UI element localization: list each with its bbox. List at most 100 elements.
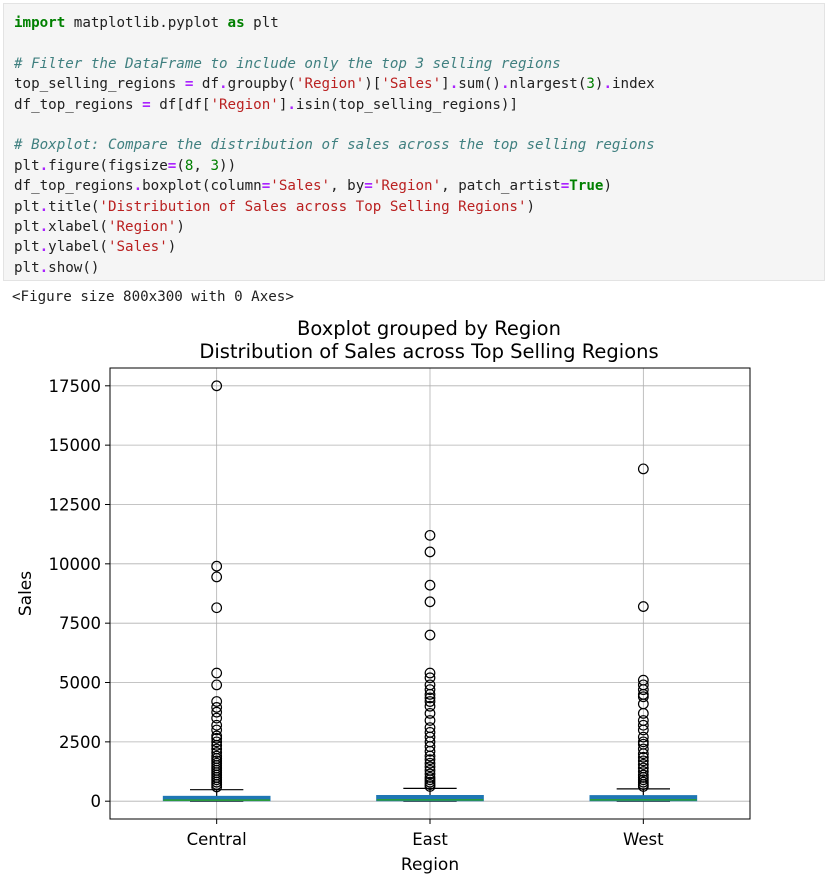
code-token: . <box>219 76 228 93</box>
code-line: df_top_regions.boxplot(column='Sales', b… <box>14 176 824 196</box>
outlier-point <box>211 696 223 707</box>
outlier-point <box>637 691 649 703</box>
code-token: ) <box>603 178 612 195</box>
code-token: . <box>287 96 296 113</box>
outlier-point <box>637 731 649 743</box>
code-line: plt.xlabel('Region') <box>14 217 824 237</box>
code-token: 3 <box>586 76 595 93</box>
outlier-point <box>424 688 436 700</box>
code-token: df[df[ <box>150 96 211 113</box>
code-token: import <box>14 15 66 31</box>
code-token: title( <box>48 198 100 215</box>
code-token: True <box>569 178 604 195</box>
outlier-point <box>637 755 649 767</box>
outlier-point <box>424 745 436 757</box>
code-token: isin(top_selling_regions)] <box>295 96 518 113</box>
chart-title: Distribution of Sales across Top Selling… <box>199 340 658 363</box>
code-token: , <box>193 157 211 174</box>
y-tick-label: 2500 <box>59 733 101 752</box>
code-token: 3 <box>210 157 220 174</box>
outlier-point <box>211 679 223 691</box>
code-token: xlabel( <box>48 218 108 235</box>
outlier-point <box>211 740 223 751</box>
x-tick-label: East <box>412 830 448 849</box>
code-token: # Boxplot: Compare the distribution of s… <box>14 137 655 154</box>
code-token: sum() <box>458 76 501 93</box>
code-token: index <box>612 76 655 93</box>
outlier-point <box>211 667 223 679</box>
cell-output-text: <Figure size 800x300 with 0 Axes> <box>12 289 294 305</box>
outlier-point <box>424 700 436 712</box>
code-token: plt <box>14 157 40 174</box>
outlier-point <box>424 629 436 641</box>
outlier-point <box>637 684 649 696</box>
y-tick-label: 10000 <box>49 555 102 574</box>
outlier-point <box>424 750 436 762</box>
outlier-point <box>211 702 223 713</box>
x-tick-label: Central <box>187 830 247 849</box>
outlier-point <box>211 706 223 718</box>
outlier-point <box>424 696 436 707</box>
y-tick-label: 5000 <box>59 674 101 693</box>
y-axis-label: Sales <box>16 571 36 616</box>
y-tick-label: 17500 <box>49 377 102 396</box>
code-token: . <box>603 76 613 93</box>
code-token: )[ <box>364 76 382 93</box>
outlier-point <box>637 719 649 731</box>
code-token: . <box>39 198 49 215</box>
code-token: . <box>449 76 459 93</box>
y-tick-label: 12500 <box>49 495 102 514</box>
outlier-point <box>211 732 223 744</box>
code-token: groupby( <box>227 76 296 93</box>
code-line: df_top_regions = df[df['Region'].isin(to… <box>14 95 824 115</box>
outlier-point <box>211 719 223 731</box>
code-token: ] <box>278 96 288 113</box>
outlier-point <box>637 463 649 475</box>
y-tick-label: 15000 <box>49 436 102 455</box>
code-line: # Filter the DataFrame to include only t… <box>14 54 824 74</box>
y-tick-label: 7500 <box>59 614 101 633</box>
code-token: boxplot(column <box>142 178 262 195</box>
code-token: ) <box>176 218 185 235</box>
outlier-point <box>211 571 223 583</box>
code-line: plt.show() <box>14 258 824 278</box>
outlier-point <box>424 754 436 766</box>
code-token: , patch_artist <box>441 178 561 195</box>
code-token: . <box>133 178 143 195</box>
code-token: = <box>364 178 373 195</box>
code-cell[interactable]: import matplotlib.pyplot as plt # Filter… <box>3 3 825 281</box>
code-token: 'Distribution of Sales across Top Sellin… <box>99 198 527 215</box>
code-line: plt.title('Distribution of Sales across … <box>14 197 824 217</box>
code-token: # Filter the DataFrame to include only t… <box>14 55 561 72</box>
code-token: . <box>500 76 510 93</box>
code-token: plt <box>14 239 40 256</box>
outlier-point <box>211 747 223 758</box>
code-token: matplotlib.pyplot <box>65 15 228 31</box>
code-token: 'Region' <box>295 76 365 93</box>
code-token: 'Sales' <box>107 239 168 256</box>
outlier-point <box>211 736 223 748</box>
code-token: = <box>142 96 151 113</box>
outlier-point <box>637 724 649 736</box>
code-token: figure(figsize <box>48 157 168 174</box>
outlier-point <box>637 748 649 760</box>
outlier-point <box>211 602 223 614</box>
outlier-point <box>424 672 436 684</box>
outlier-point <box>211 560 223 572</box>
code-line: # Boxplot: Compare the distribution of s… <box>14 135 824 155</box>
outlier-point <box>424 761 436 773</box>
outlier-point <box>424 684 436 696</box>
code-token: . <box>39 157 49 174</box>
outlier-point <box>637 766 649 777</box>
outlier-point <box>637 707 649 719</box>
x-axis-label: Region <box>401 855 459 875</box>
code-token: ) <box>594 76 604 93</box>
code-token: nlargest( <box>509 76 587 93</box>
outlier-point <box>424 768 436 780</box>
outlier-point <box>424 596 436 608</box>
outlier-point <box>424 529 436 541</box>
code-token: df <box>193 76 220 93</box>
code-token: 'Region' <box>107 218 177 235</box>
code-token: ) <box>526 198 536 215</box>
